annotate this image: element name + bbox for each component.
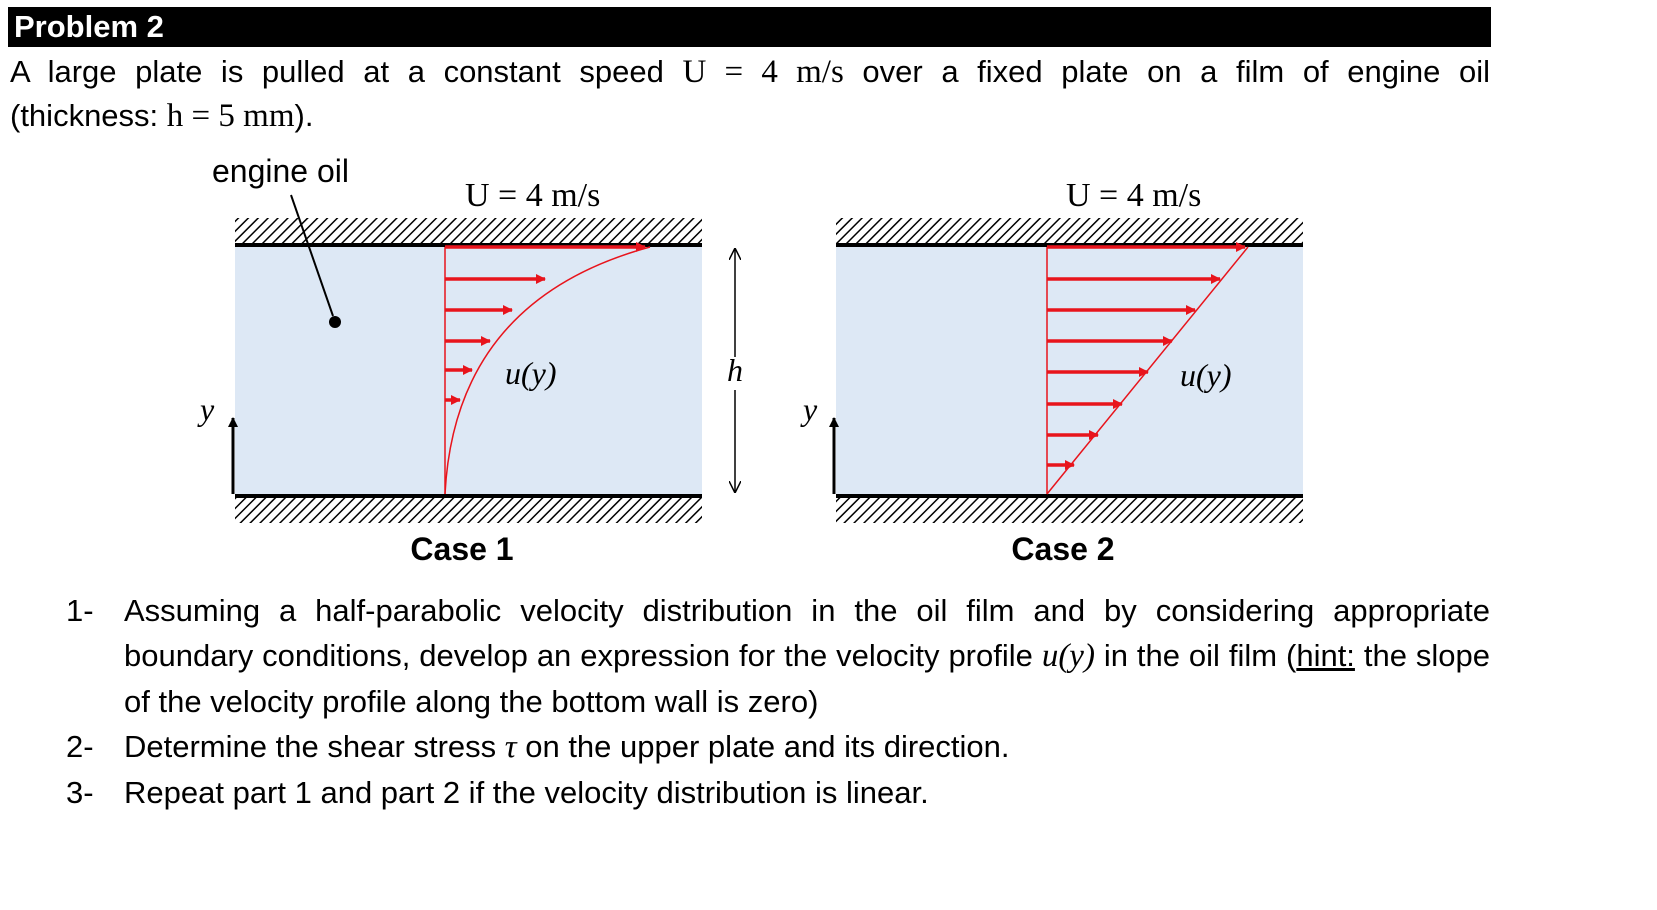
- problem-title: Problem 2: [8, 7, 1491, 47]
- question-1-text-b: in the oil film (: [1103, 638, 1297, 673]
- velocity-expression: u(y): [1041, 638, 1095, 674]
- question-1-text-a: Assuming a half-parabolic velocity distr…: [124, 593, 1490, 673]
- question-text: Repeat part 1 and part 2 if the velocity…: [124, 775, 929, 810]
- case2-profile-label: u(y): [1180, 357, 1232, 393]
- case2-speed-label: U = 4 m/s: [1066, 177, 1201, 214]
- question-1-text-c: the slope of the velocity profile along …: [124, 638, 1490, 719]
- intro-line-2: (thickness: h = 5 mm).: [10, 94, 1490, 138]
- thickness-expression: h = 5 mm: [166, 98, 295, 134]
- question-list: 1- Assuming a half-parabolic velocity di…: [60, 588, 1490, 815]
- case2-channel: U = 4 m/s u(y) y Case 2: [800, 177, 1303, 567]
- intro-text-tail: over a fixed plate on a film of engine o…: [862, 54, 1490, 89]
- engine-oil-label: engine oil: [212, 153, 349, 189]
- case1-parabolic-profile: [444, 246, 651, 495]
- case2-bottom-plate: [836, 498, 1303, 523]
- speed-expression: U = 4 m/s: [682, 54, 844, 90]
- case1-bottom-plate: [235, 498, 702, 523]
- question-number: 1-: [66, 593, 94, 628]
- case1-top-plate: [235, 218, 702, 243]
- thickness-close: ).: [294, 98, 314, 133]
- gap-label: h: [727, 352, 743, 388]
- case2-top-plate: [836, 218, 1303, 243]
- question-3: 3- Repeat part 1 and part 2 if the veloc…: [60, 770, 1490, 815]
- case1-y-label: y: [197, 391, 215, 427]
- case2-y-label: y: [800, 391, 818, 427]
- case1-profile-label: u(y): [505, 355, 557, 391]
- question-text: Assuming a half-parabolic velocity distr…: [124, 588, 1490, 724]
- case2-caption: Case 2: [1011, 531, 1114, 567]
- intro-text: A large plate is pulled at a constant sp…: [10, 54, 664, 89]
- intro-line-1: A large plate is pulled at a constant sp…: [10, 50, 1490, 94]
- case1-velocity-arrows: [445, 242, 646, 405]
- case1-caption: Case 1: [410, 531, 513, 567]
- question-text: Determine the shear stress τ on the uppe…: [124, 724, 1490, 770]
- hint-label: hint:: [1296, 638, 1355, 673]
- question-2-text-a: Determine the shear stress: [124, 729, 497, 764]
- gap-dimension: h: [727, 249, 743, 492]
- oil-pointer-line: [290, 194, 334, 317]
- thickness-text: (thickness:: [10, 98, 159, 133]
- case1-speed-label: U = 4 m/s: [465, 177, 600, 214]
- question-2: 2- Determine the shear stress τ on the u…: [60, 724, 1490, 770]
- oil-pointer-dot: [329, 316, 341, 328]
- question-1: 1- Assuming a half-parabolic velocity di…: [60, 588, 1490, 724]
- question-number: 3-: [66, 775, 94, 810]
- question-number: 2-: [66, 729, 94, 764]
- flow-figure: engine oil U = 4 m/s u(y) y Case 1 h: [197, 153, 1303, 567]
- case1-channel: engine oil U = 4 m/s u(y) y Case 1: [197, 153, 702, 567]
- question-2-text-b: on the upper plate and its direction.: [525, 729, 1010, 764]
- shear-stress-symbol: τ: [504, 729, 517, 765]
- case2-velocity-arrows: [1047, 242, 1246, 470]
